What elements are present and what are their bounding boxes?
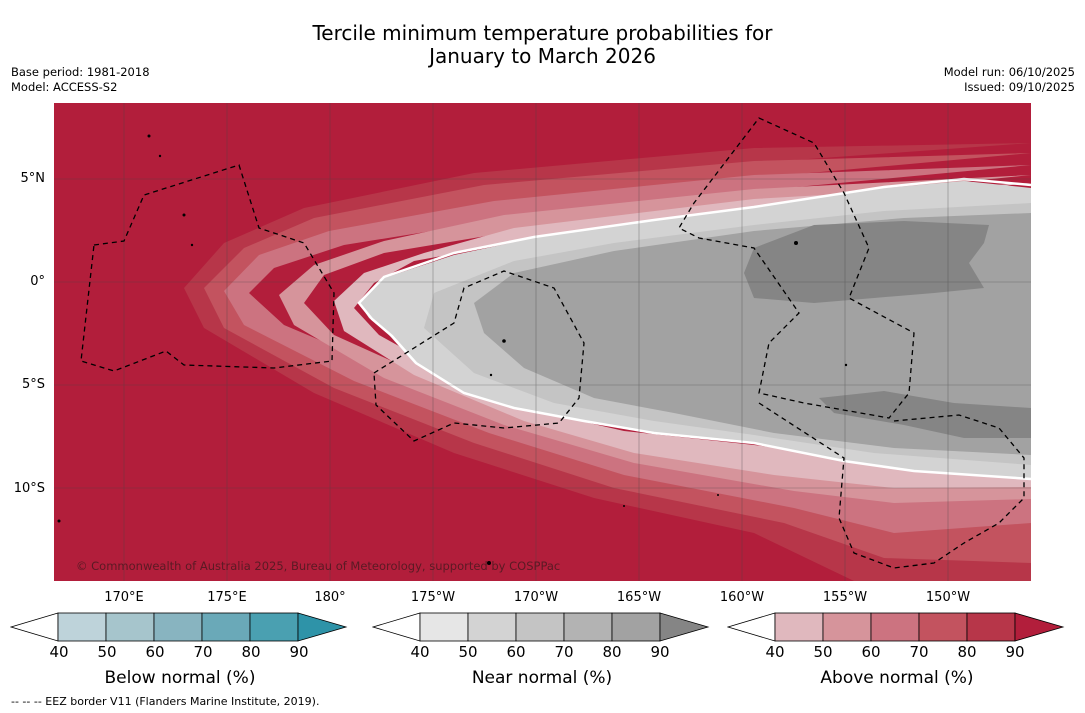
colorbar-below-label: Below normal (%) — [104, 668, 256, 688]
below-swatch-over — [297, 612, 348, 642]
near-tick-40: 40 — [410, 643, 430, 661]
colorbar-below-swatches — [10, 612, 348, 642]
below-tick-60: 60 — [145, 643, 165, 661]
above-tick-80: 80 — [957, 643, 977, 661]
above-tick-50: 50 — [813, 643, 833, 661]
above-tick-70: 70 — [909, 643, 929, 661]
lon-label-180: 180° — [314, 590, 346, 605]
issued-date: Issued: 09/10/2025 — [964, 80, 1075, 94]
probability-map: © Commonwealth of Australia 2025, Bureau… — [54, 103, 1031, 581]
above-band-100 — [334, 183, 1031, 488]
near-tick-60: 60 — [506, 643, 526, 661]
below-swatch-3 — [153, 612, 203, 642]
above-swatch-1 — [774, 612, 824, 642]
near-swatch-3 — [515, 612, 565, 642]
near-tick-80: 80 — [602, 643, 622, 661]
eez-footnote: -- -- -- EEZ border V11 (Flanders Marine… — [11, 695, 320, 708]
lat-label-5n: 5°N — [20, 171, 46, 186]
below-tick-70: 70 — [193, 643, 213, 661]
base-period: Base period: 1981-2018 — [11, 65, 150, 79]
above-tick-60: 60 — [861, 643, 881, 661]
near-tick-90: 90 — [650, 643, 670, 661]
lon-label-170e: 170°E — [104, 590, 144, 605]
graticule — [54, 103, 1031, 581]
eez-cook-polynesia — [758, 402, 1025, 569]
colorbar-above-swatches — [727, 612, 1065, 642]
near-normal-80 — [819, 391, 1031, 438]
meta-left: Base period: 1981-2018 Model: ACCESS-S2 — [11, 65, 150, 95]
near-swatch-under — [372, 612, 421, 642]
near-normal-70 — [744, 221, 989, 303]
above-swatch-under — [727, 612, 776, 642]
near-swatch-2 — [467, 612, 517, 642]
below-swatch-under — [10, 612, 59, 642]
colorbar-near — [372, 612, 712, 644]
below-tick-40: 40 — [49, 643, 69, 661]
lat-label-5s: 5°S — [21, 377, 45, 392]
above-swatch-5 — [966, 612, 1016, 642]
model-name: Model: ACCESS-S2 — [11, 80, 118, 94]
lon-label-165w: 165°W — [616, 590, 662, 605]
near-swatch-4 — [563, 612, 613, 642]
lat-label-10s: 10°S — [13, 481, 45, 496]
copyright-notice: © Commonwealth of Australia 2025, Bureau… — [76, 559, 561, 573]
eez-line-islands — [678, 117, 915, 419]
colorbar-near-swatches — [372, 612, 710, 642]
below-swatch-4 — [201, 612, 251, 642]
below-tick-90: 90 — [289, 643, 309, 661]
lon-label-170w: 170°W — [513, 590, 559, 605]
eez-phoenix — [373, 270, 585, 442]
lon-label-155w: 155°W — [822, 590, 868, 605]
colorbar-above-label: Above normal (%) — [820, 668, 974, 688]
above-swatch-4 — [918, 612, 968, 642]
above-swatch-3 — [870, 612, 920, 642]
lon-label-150w: 150°W — [925, 590, 971, 605]
meta-right: Model run: 06/10/2025 Issued: 09/10/2025 — [944, 65, 1075, 95]
near-tick-50: 50 — [458, 643, 478, 661]
above-tick-90: 90 — [1005, 643, 1025, 661]
map-canvas — [54, 103, 1031, 581]
lon-label-175e: 175°E — [207, 590, 247, 605]
map-title: Tercile minimum temperature probabilitie… — [0, 22, 1085, 68]
below-swatch-5 — [249, 612, 299, 642]
colorbar-below — [10, 612, 350, 644]
lat-label-0: 0° — [30, 274, 45, 289]
title-line-2: January to March 2026 — [429, 44, 656, 68]
near-tick-70: 70 — [554, 643, 574, 661]
island-specks — [57, 134, 848, 565]
near-swatch-over — [659, 612, 710, 642]
near-normal-boundary — [357, 177, 1031, 481]
below-tick-80: 80 — [241, 643, 261, 661]
lon-label-160w: 160°W — [719, 590, 765, 605]
colorbar-above — [727, 612, 1067, 644]
below-swatch-2 — [105, 612, 155, 642]
above-swatch-2 — [822, 612, 872, 642]
colorbar-near-label: Near normal (%) — [471, 668, 613, 688]
model-run: Model run: 06/10/2025 — [943, 65, 1075, 79]
above-swatch-over — [1014, 612, 1065, 642]
above-tick-40: 40 — [765, 643, 785, 661]
below-swatch-1 — [57, 612, 107, 642]
near-swatch-5 — [611, 612, 661, 642]
eez-borders — [80, 117, 1025, 569]
title-line-1: Tercile minimum temperature probabilitie… — [312, 21, 773, 45]
lon-label-175w: 175°W — [410, 590, 456, 605]
near-swatch-1 — [419, 612, 469, 642]
below-tick-50: 50 — [97, 643, 117, 661]
